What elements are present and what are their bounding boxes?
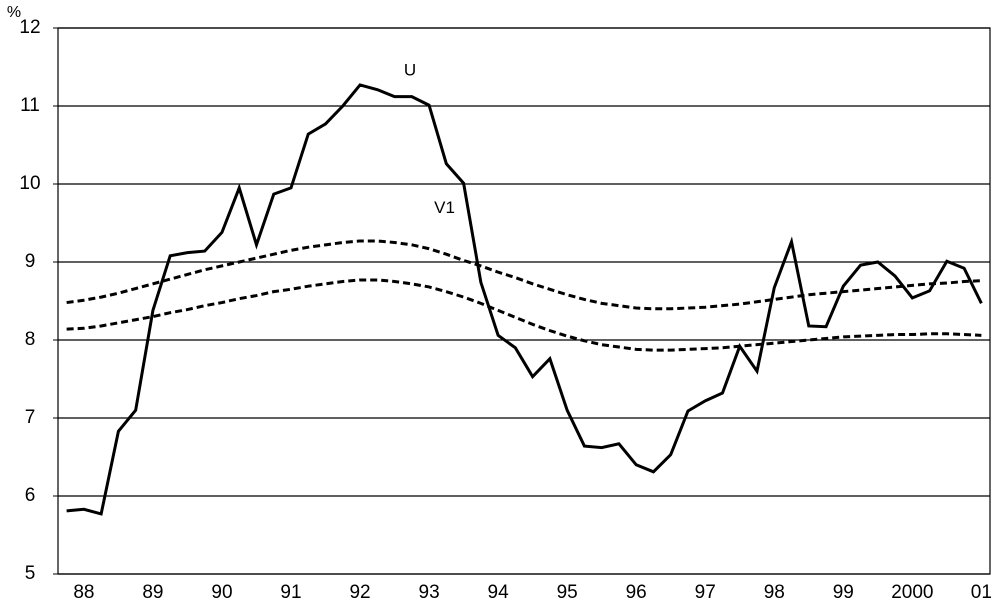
y-tick-label: 9 — [25, 251, 36, 272]
series-line — [66, 83, 983, 516]
y-tick-label: 10 — [19, 173, 40, 194]
x-tick-label: 98 — [764, 582, 785, 603]
x-tick-label: 89 — [142, 582, 163, 603]
series-line — [66, 278, 982, 352]
x-tick-label: 94 — [488, 582, 510, 603]
series-label: V1 — [434, 198, 455, 217]
x-tick-label: 01 — [971, 582, 992, 603]
y-tick-label: 5 — [25, 563, 36, 584]
y-tick-label: 12 — [19, 17, 40, 38]
x-tick-label: 96 — [626, 582, 647, 603]
x-tick-label: 88 — [73, 582, 94, 603]
x-tick-label: 93 — [419, 582, 440, 603]
x-tick-label: 92 — [349, 582, 370, 603]
y-unit: % — [7, 4, 21, 21]
y-tick-label: 6 — [25, 485, 36, 506]
x-tick-label: 2000 — [891, 582, 933, 603]
x-tick-label: 97 — [695, 582, 716, 603]
y-tick-label: 8 — [25, 329, 36, 350]
x-tick-label: 99 — [833, 582, 854, 603]
x-tick-label: 90 — [211, 582, 232, 603]
y-tick-label: 11 — [20, 95, 40, 116]
x-tick-label: 91 — [280, 582, 301, 603]
plot-frame — [57, 27, 991, 575]
x-tick-label: 95 — [557, 582, 578, 603]
series-line — [66, 239, 982, 311]
y-tick-label: 7 — [25, 407, 36, 428]
series-label: U — [404, 60, 416, 79]
